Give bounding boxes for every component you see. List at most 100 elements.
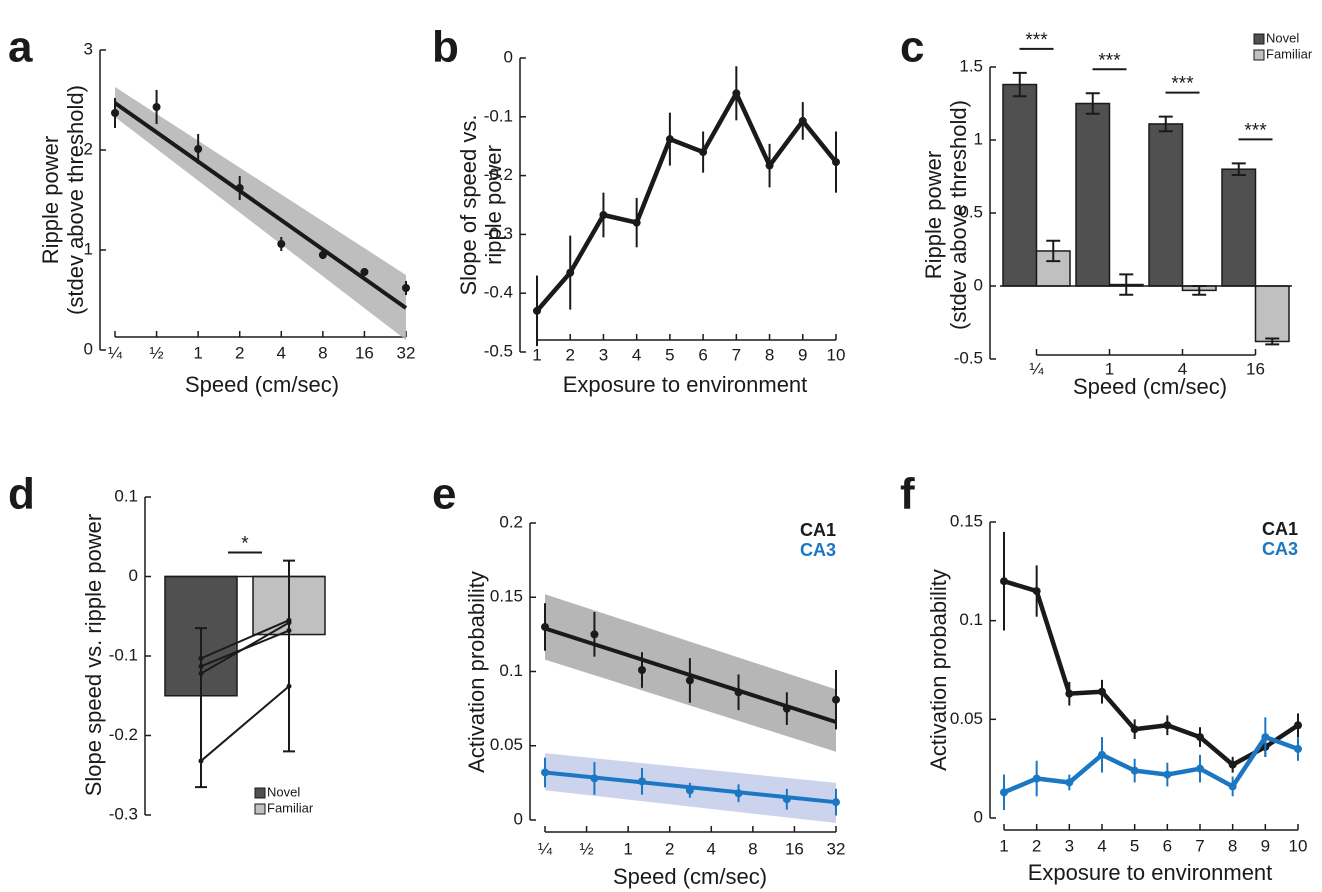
data-point [360,268,369,276]
x-tick-label: 1 [999,836,1008,855]
panel-letter: a [8,23,33,72]
x-tick-label: 2 [665,839,674,858]
x-tick-label: 16 [1246,359,1265,378]
y-tick-label: -0.5 [484,341,513,360]
y-tick-label: -0.2 [484,165,513,184]
paired-point [198,670,204,676]
data-point [533,306,541,315]
panel-letter: f [900,470,915,519]
data-point [402,284,410,292]
paired-point [198,758,204,764]
x-tick-label: 4 [707,839,716,858]
data-point [1228,782,1237,791]
data-point [699,148,708,157]
paired-point [286,628,292,634]
x-tick-label: 3 [1065,836,1074,855]
x-tick-label: 10 [827,345,846,364]
x-tick-label: 4 [632,345,641,364]
bar [1254,285,1290,343]
error-bar [1158,115,1173,133]
data-point [590,630,599,639]
y-tick-label: 1.5 [959,56,983,75]
x-axis-label: Speed (cm/sec) [613,864,767,889]
data-point [566,268,575,277]
data-point [1000,788,1008,797]
data-point [734,688,743,697]
y-axis-label: (stdev above threshold) [946,100,971,330]
y-tick-label: -0.1 [484,106,513,125]
x-tick-label: 4 [1178,359,1187,378]
data-point [1000,577,1008,586]
data-point [111,109,119,117]
x-tick-label: 2 [565,345,574,364]
significance: * [241,534,249,555]
data-point [1032,587,1041,596]
bar [1148,123,1184,287]
bar [1221,168,1257,287]
x-tick-label: 6 [1163,836,1172,855]
paired-line [200,619,290,660]
legend-swatch [254,803,266,815]
y-tick-label: 3 [84,39,93,58]
y-tick-label: -0.3 [109,804,138,823]
x-tick-label: ¼ [1029,359,1044,378]
data-point [1228,760,1237,769]
y-tick-label: 0 [974,275,983,294]
y-tick-label: 0.1 [499,661,523,680]
significance: *** [1171,74,1194,95]
y-tick-label: 0.15 [490,587,523,606]
paired-point [286,620,292,626]
x-tick-label: ½ [149,343,163,362]
data-point [1196,764,1204,773]
data-point [318,251,327,259]
data-point [1065,689,1074,698]
legend-label: CA1 [800,520,836,540]
data-point [665,135,674,144]
legend-swatch [1253,49,1265,61]
paired-point [286,683,292,689]
legend-label: Novel [1266,30,1299,45]
data-point [1261,733,1270,742]
fit-band [115,87,406,340]
y-tick-label: 0 [129,566,138,585]
series-line [1003,734,1299,795]
data-point [1163,721,1172,730]
legend-label: Familiar [1266,46,1313,61]
data-point [685,786,694,795]
data-point [194,145,203,153]
legend-label: CA3 [1262,539,1298,559]
legend-swatch [1253,33,1265,45]
x-tick-label: 8 [748,839,757,858]
data-point [732,89,741,98]
x-tick-label: ¼ [538,839,553,858]
legend-label: CA3 [800,540,836,560]
x-tick-label: 10 [1289,836,1308,855]
y-tick-label: 2 [84,139,93,158]
y-tick-label: -0.5 [954,348,983,367]
y-tick-label: 0.1 [114,486,138,505]
data-point [798,116,807,125]
x-tick-label: ¼ [108,343,123,362]
error-bar [1085,92,1100,115]
y-axis-label: (stdev above threshold) [63,85,88,315]
significance: *** [1025,30,1048,51]
y-tick-label: -0.2 [109,725,138,744]
paired-line [200,685,290,762]
x-axis-label: Speed (cm/sec) [185,372,339,397]
y-axis-label: Ripple power [38,136,63,264]
data-point [632,218,641,227]
data-point [832,798,840,807]
data-point [832,695,840,704]
y-tick-label: 0 [84,339,93,358]
error-bar [1119,273,1134,296]
data-point [734,789,743,798]
data-point [1130,766,1139,775]
panel-letter: b [432,23,459,72]
y-tick-label: -0.1 [109,645,138,664]
x-tick-label: 32 [827,839,846,858]
data-point [1163,770,1172,779]
x-tick-label: 1 [193,343,202,362]
paired-point [198,663,204,669]
paired-line [200,621,290,675]
y-tick-label: 1 [84,239,93,258]
